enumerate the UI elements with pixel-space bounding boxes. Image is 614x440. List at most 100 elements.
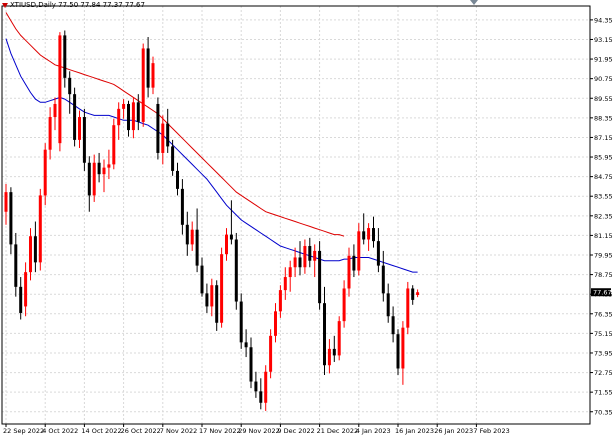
last-price-label: 77.67 (593, 289, 612, 297)
candle-body-down (376, 241, 380, 266)
candle-body-down (298, 257, 302, 268)
candle-body-down (200, 265, 204, 294)
candle-body-down (87, 162, 91, 196)
candle-body-down (205, 293, 209, 307)
x-tick-label: 21 Dec 2022 (317, 427, 359, 435)
candle-body-up (161, 123, 165, 153)
chart-shift-marker-icon[interactable] (470, 0, 478, 5)
candle-body-down (249, 347, 253, 382)
y-tick-label: 75.15 (594, 330, 613, 338)
candle-body-up (24, 272, 28, 307)
y-tick-label: 94.35 (594, 16, 613, 24)
candle-body-down (33, 236, 37, 263)
x-tick-label: 14 Oct 2022 (81, 427, 121, 435)
candle-body-down (185, 224, 189, 245)
candle-body-up (102, 167, 106, 175)
y-tick-label: 89.55 (594, 95, 613, 103)
candle-body-up (4, 192, 8, 212)
candle-body-down (63, 35, 67, 78)
x-tick-label: 26 Jan 2023 (434, 427, 473, 435)
x-tick-label: 17 Nov 2022 (199, 427, 241, 435)
candle-body-up (303, 246, 307, 268)
candle-body-down (73, 94, 77, 140)
x-tick-label: 4 Jan 2023 (356, 427, 391, 435)
candle-body-down (386, 293, 390, 317)
candle-body-down (136, 102, 140, 122)
y-tick-label: 87.15 (594, 134, 613, 142)
symbol-ohlc-label: XTIUSD,Daily 77.50 77.84 77.37 77.67 (10, 1, 145, 9)
candle-body-down (14, 244, 18, 287)
candle-body-up (337, 321, 341, 356)
candle-body-up (288, 267, 292, 278)
candle-body-down (239, 301, 243, 343)
candle-body-down (362, 231, 366, 240)
candle-body-up (131, 102, 135, 131)
candle-body-up (225, 234, 228, 255)
candle-body-up (357, 231, 361, 271)
candle-body-up (278, 290, 282, 312)
candle-body-up (401, 327, 405, 369)
x-tick-label: 29 Nov 2022 (238, 427, 280, 435)
candle-body-down (352, 255, 356, 271)
candle-body-down (68, 77, 72, 95)
x-tick-label: 22 Sep 2022 (3, 427, 44, 435)
candle-body-up (220, 254, 224, 323)
candle-body-up (48, 117, 52, 150)
y-tick-label: 82.35 (594, 212, 613, 220)
x-tick-label: 7 Nov 2022 (160, 427, 198, 435)
x-tick-label: 4 Oct 2022 (42, 427, 78, 435)
y-tick-label: 88.35 (594, 114, 613, 122)
candle-body-up (107, 164, 111, 168)
candle-body-up (347, 255, 351, 289)
candle-body-down (9, 192, 13, 245)
candle-body-down (146, 48, 150, 88)
candle-body-up (58, 35, 62, 144)
candle-body-down (229, 234, 233, 240)
candle-body-down (171, 146, 175, 171)
y-tick-label: 93.15 (594, 36, 613, 44)
y-tick-label: 90.75 (594, 75, 613, 83)
moving-average-slow-line (5, 12, 345, 237)
candle-body-down (244, 342, 248, 348)
candle-body-down (259, 391, 263, 403)
candle-body-up (274, 311, 277, 336)
candle-body-down (166, 123, 170, 147)
y-tick-label: 79.95 (594, 252, 613, 260)
y-tick-label: 72.75 (594, 369, 613, 377)
candle-body-up (122, 103, 126, 109)
candle-body-up (78, 117, 81, 140)
candle-body-down (82, 117, 86, 163)
y-tick-label: 81.15 (594, 232, 613, 240)
candle-body-down (411, 288, 415, 300)
candle-body-down (391, 316, 395, 335)
candle-body-up (38, 195, 42, 263)
y-tick-label: 73.95 (594, 349, 613, 357)
plot-frame (1, 5, 591, 425)
candle-body-up (117, 108, 121, 126)
candle-body-up (43, 149, 47, 196)
candle-body-up (29, 236, 32, 273)
candle-body-down (156, 103, 160, 153)
y-tick-label: 78.75 (594, 271, 613, 279)
last-price-tag (591, 288, 611, 297)
candle-body-up (210, 285, 214, 307)
y-tick-label: 70.35 (594, 408, 613, 416)
y-tick-label: 71.55 (594, 389, 613, 397)
candle-body-down (323, 303, 326, 366)
down-triangle-icon (2, 2, 8, 8)
candle-body-up (406, 288, 410, 328)
candle-body-up (367, 228, 371, 240)
candle-body-up (264, 371, 268, 403)
candle-body-up (53, 103, 57, 118)
candle-body-up (92, 162, 96, 196)
x-tick-label: 9 Dec 2022 (277, 427, 314, 435)
x-tick-label: 16 Jan 2023 (395, 427, 434, 435)
candle-body-up (190, 229, 194, 245)
x-tick-label: 26 Oct 2022 (121, 427, 161, 435)
candle-body-up (293, 257, 297, 268)
candle-body-up (112, 125, 116, 165)
candle-body-up (283, 277, 287, 291)
candle-body-down (308, 246, 312, 261)
